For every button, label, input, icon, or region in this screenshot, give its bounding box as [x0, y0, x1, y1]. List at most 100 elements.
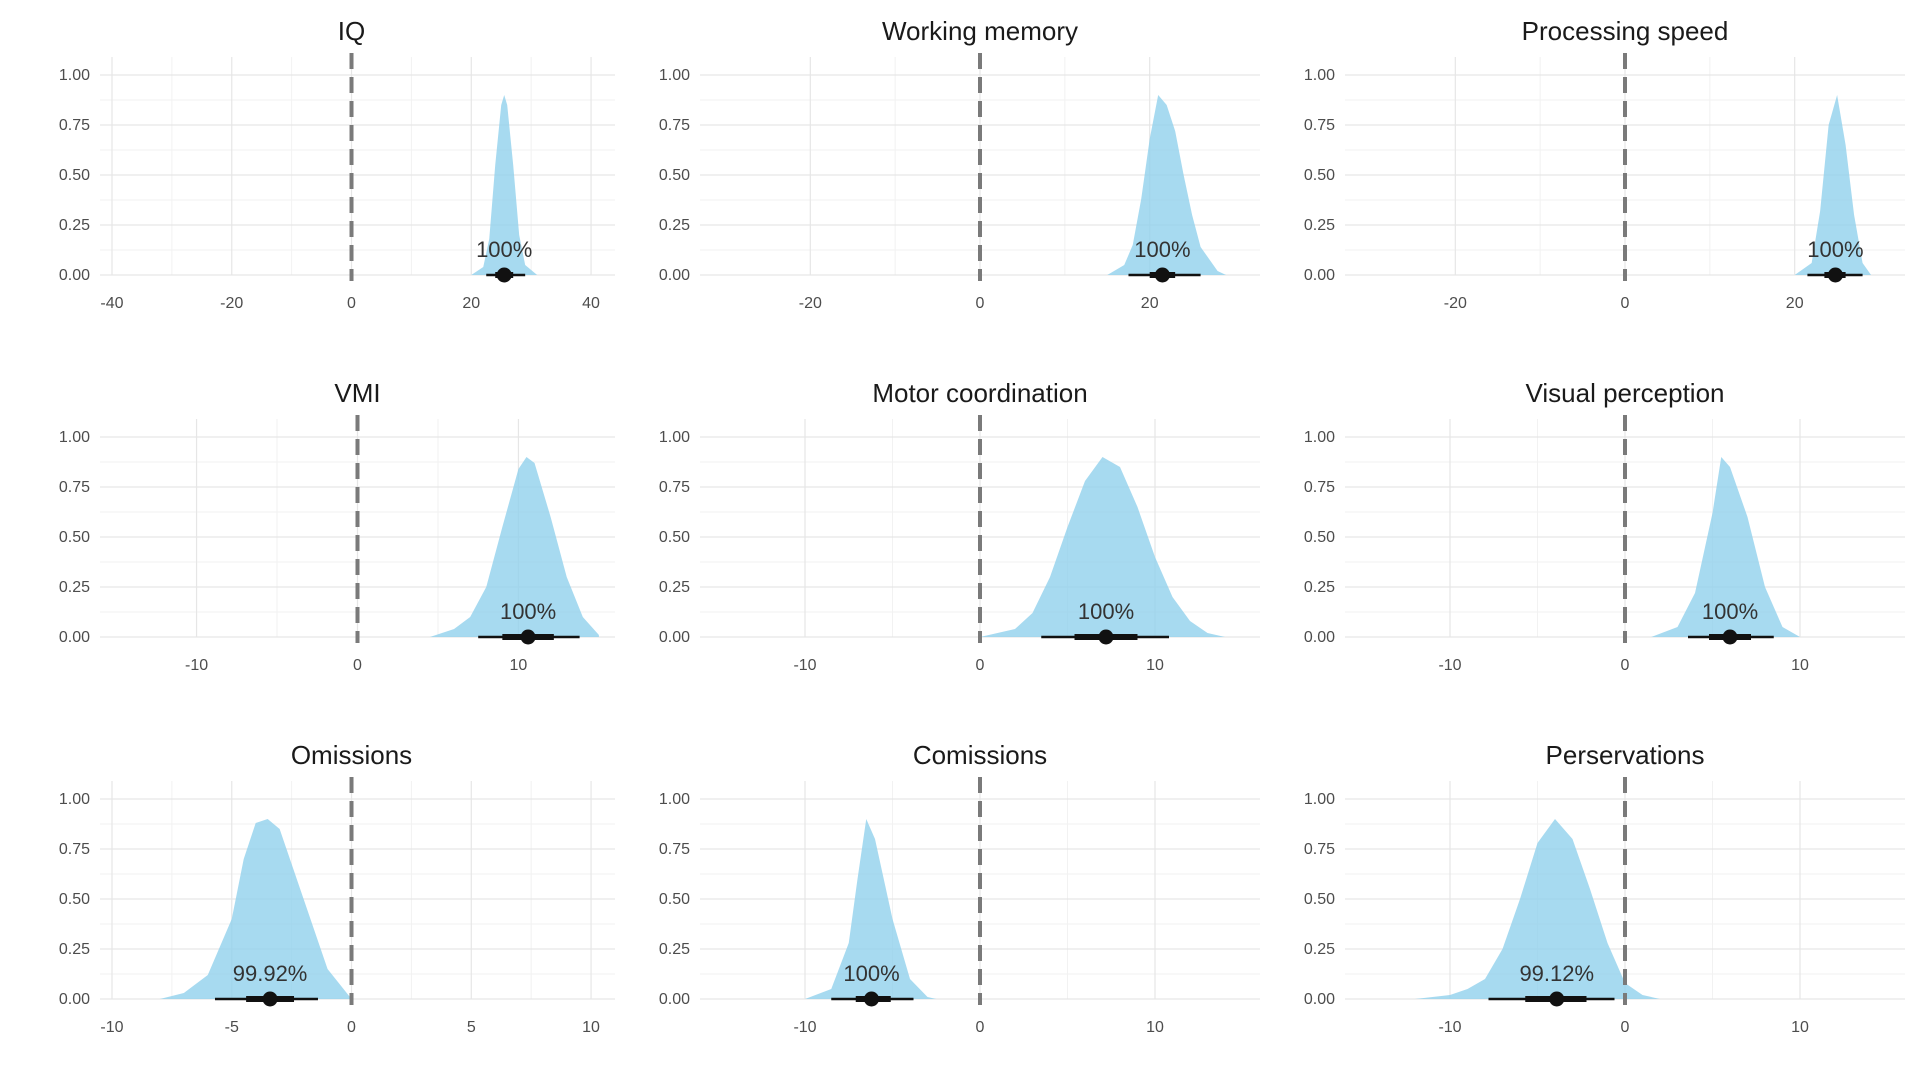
x-tick-label: -20 [1444, 295, 1467, 312]
point-estimate [1827, 267, 1843, 283]
y-tick-label: 0.25 [59, 941, 90, 958]
y-tick-label: 0.25 [659, 579, 690, 596]
y-tick-label: 1.00 [1304, 429, 1335, 446]
y-tick-label: 0.00 [1304, 629, 1335, 646]
probability-label: 99.92% [233, 961, 308, 986]
x-tick-label: 0 [347, 295, 356, 312]
y-tick-label: 0.00 [659, 991, 690, 1008]
y-tick-label: 0.25 [659, 941, 690, 958]
panel-6: 99.92% 0.00 0.25 0.50 0.75 1.00 -10 -5 0 5 10 Omiss… [59, 740, 615, 1036]
y-tick-label: 1.00 [1304, 791, 1335, 808]
y-tick-label: 1.00 [59, 791, 90, 808]
x-tick-label: 0 [1621, 657, 1630, 674]
panel-3: 100% 0.00 0.25 0.50 0.75 1.00 -10 0 10 VMI [59, 378, 615, 674]
x-tick-label: -20 [220, 295, 243, 312]
probability-label: 100% [476, 237, 532, 262]
y-tick-label: 0.75 [59, 117, 90, 134]
y-tick-label: 1.00 [59, 429, 90, 446]
point-estimate [520, 629, 536, 645]
panel-title: Comissions [913, 740, 1047, 770]
point-estimate [1098, 629, 1114, 645]
y-tick-label: 0.75 [59, 479, 90, 496]
probability-label: 100% [1078, 599, 1134, 624]
point-estimate [1154, 267, 1170, 283]
x-tick-label: 20 [462, 295, 480, 312]
y-tick-label: 0.75 [1304, 479, 1335, 496]
y-tick-label: 1.00 [659, 429, 690, 446]
x-tick-label: 0 [976, 657, 985, 674]
panel-title: IQ [338, 16, 365, 46]
x-tick-label: 40 [582, 295, 600, 312]
x-tick-label: 0 [976, 295, 985, 312]
y-tick-label: 1.00 [659, 791, 690, 808]
probability-label: 99.12% [1519, 961, 1594, 986]
y-tick-label: 0.25 [59, 579, 90, 596]
y-tick-label: 0.75 [1304, 841, 1335, 858]
y-tick-label: 0.50 [59, 891, 90, 908]
y-tick-label: 0.50 [1304, 891, 1335, 908]
y-tick-label: 0.00 [659, 629, 690, 646]
x-tick-label: -10 [793, 657, 816, 674]
panel-2: 100% 0.00 0.25 0.50 0.75 1.00 -20 0 20 Processing… [1304, 16, 1905, 312]
point-estimate [864, 991, 879, 1007]
probability-label: 100% [500, 599, 556, 624]
y-tick-label: 0.50 [59, 529, 90, 546]
density-area [159, 819, 352, 999]
x-tick-label: -10 [100, 1019, 123, 1036]
y-tick-label: 1.00 [59, 67, 90, 84]
y-tick-label: 0.75 [1304, 117, 1335, 134]
x-tick-label: -40 [100, 295, 123, 312]
density-area [1651, 457, 1800, 637]
y-tick-label: 1.00 [659, 67, 690, 84]
y-tick-label: 0.00 [1304, 267, 1335, 284]
panel-title: Motor coordination [872, 378, 1087, 408]
density-area [471, 95, 538, 275]
y-tick-label: 0.25 [59, 217, 90, 234]
x-tick-label: 10 [1146, 657, 1164, 674]
y-tick-label: 0.75 [659, 117, 690, 134]
y-tick-label: 0.75 [659, 841, 690, 858]
x-tick-label: 10 [582, 1019, 600, 1036]
x-tick-label: -20 [799, 295, 822, 312]
point-estimate [496, 267, 512, 283]
density-area [980, 457, 1225, 637]
x-tick-label: 0 [1621, 295, 1630, 312]
y-tick-label: 0.25 [1304, 579, 1335, 596]
panel-0: 100% 0.00 0.25 0.50 0.75 1.00 -40 -20 0 20 40 IQ [59, 16, 615, 312]
panel-5: 100% 0.00 0.25 0.50 0.75 1.00 -10 0 10 Visual per… [1304, 378, 1905, 674]
x-tick-label: -10 [1438, 1019, 1461, 1036]
x-tick-label: -5 [225, 1019, 239, 1036]
y-tick-label: 0.75 [659, 479, 690, 496]
y-tick-label: 0.50 [659, 891, 690, 908]
x-tick-label: 10 [1791, 657, 1809, 674]
x-tick-label: -10 [793, 1019, 816, 1036]
y-tick-label: 0.50 [659, 167, 690, 184]
density-area [805, 819, 937, 999]
y-tick-label: 0.00 [1304, 991, 1335, 1008]
probability-label: 100% [843, 961, 899, 986]
density-area [1794, 95, 1872, 275]
x-tick-label: 10 [1146, 1019, 1164, 1036]
density-area [1107, 95, 1227, 275]
point-estimate [1549, 991, 1565, 1007]
y-tick-label: 0.25 [1304, 217, 1335, 234]
panel-4: 100% 0.00 0.25 0.50 0.75 1.00 -10 0 10 Motor coor… [659, 378, 1260, 674]
panel-8: 99.12% 0.00 0.25 0.50 0.75 1.00 -10 0 10 Perserva… [1304, 740, 1905, 1036]
y-tick-label: 0.25 [659, 217, 690, 234]
x-tick-label: 5 [467, 1019, 476, 1036]
x-tick-label: -10 [185, 657, 208, 674]
x-tick-label: 20 [1786, 295, 1804, 312]
y-tick-label: 0.50 [1304, 529, 1335, 546]
probability-label: 100% [1134, 237, 1190, 262]
probability-label: 100% [1702, 599, 1758, 624]
point-estimate [262, 991, 278, 1007]
point-estimate [1722, 629, 1738, 645]
panel-title: Visual perception [1526, 378, 1725, 408]
panel-1: 100% 0.00 0.25 0.50 0.75 1.00 -20 0 20 Working me… [659, 16, 1260, 312]
y-tick-label: 0.75 [59, 841, 90, 858]
y-tick-label: 0.00 [59, 991, 90, 1008]
x-tick-label: 0 [976, 1019, 985, 1036]
x-tick-label: 10 [510, 657, 528, 674]
